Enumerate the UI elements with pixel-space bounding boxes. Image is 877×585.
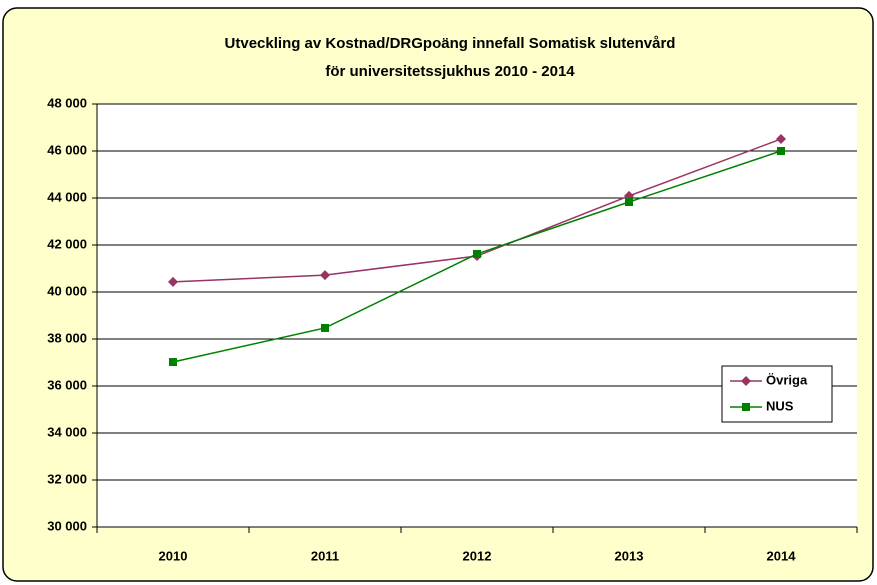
plot-area — [97, 104, 857, 527]
y-tick-label: 40 000 — [47, 283, 87, 298]
y-tick-label: 34 000 — [47, 424, 87, 439]
y-tick-label: 32 000 — [47, 471, 87, 486]
y-tick-label: 38 000 — [47, 330, 87, 345]
marker — [321, 323, 329, 332]
x-tick-label: 2012 — [463, 548, 492, 563]
marker — [169, 358, 177, 367]
y-tick-label: 44 000 — [47, 189, 87, 204]
marker — [168, 276, 178, 287]
y-tick-label: 30 000 — [47, 518, 87, 533]
y-tick-label: 36 000 — [47, 377, 87, 392]
y-tick-label: 46 000 — [47, 142, 87, 157]
x-tick-label: 2013 — [615, 548, 644, 563]
legend-label: NUS — [766, 398, 794, 413]
marker — [776, 134, 786, 145]
marker — [320, 270, 330, 281]
legend-label: Övriga — [766, 372, 808, 387]
x-tick-label: 2010 — [159, 548, 188, 563]
x-tick-label: 2011 — [311, 548, 339, 563]
marker — [625, 197, 633, 206]
legend-box — [721, 365, 833, 423]
y-tick-label: 42 000 — [47, 236, 87, 251]
x-tick-label: 2014 — [767, 548, 797, 563]
marker — [741, 376, 751, 386]
chart-title: för universitetssjukhus 2010 - 2014 — [325, 63, 575, 80]
marker — [473, 249, 481, 258]
marker — [742, 403, 750, 411]
y-tick-label: 48 000 — [47, 95, 87, 110]
marker — [777, 147, 785, 155]
chart-title: Utveckling av Kostnad/DRGpoäng innefall … — [225, 35, 676, 52]
